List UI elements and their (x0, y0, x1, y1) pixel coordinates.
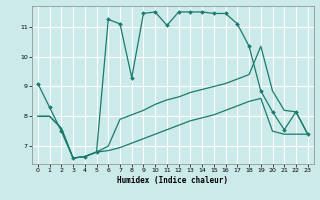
X-axis label: Humidex (Indice chaleur): Humidex (Indice chaleur) (117, 176, 228, 185)
